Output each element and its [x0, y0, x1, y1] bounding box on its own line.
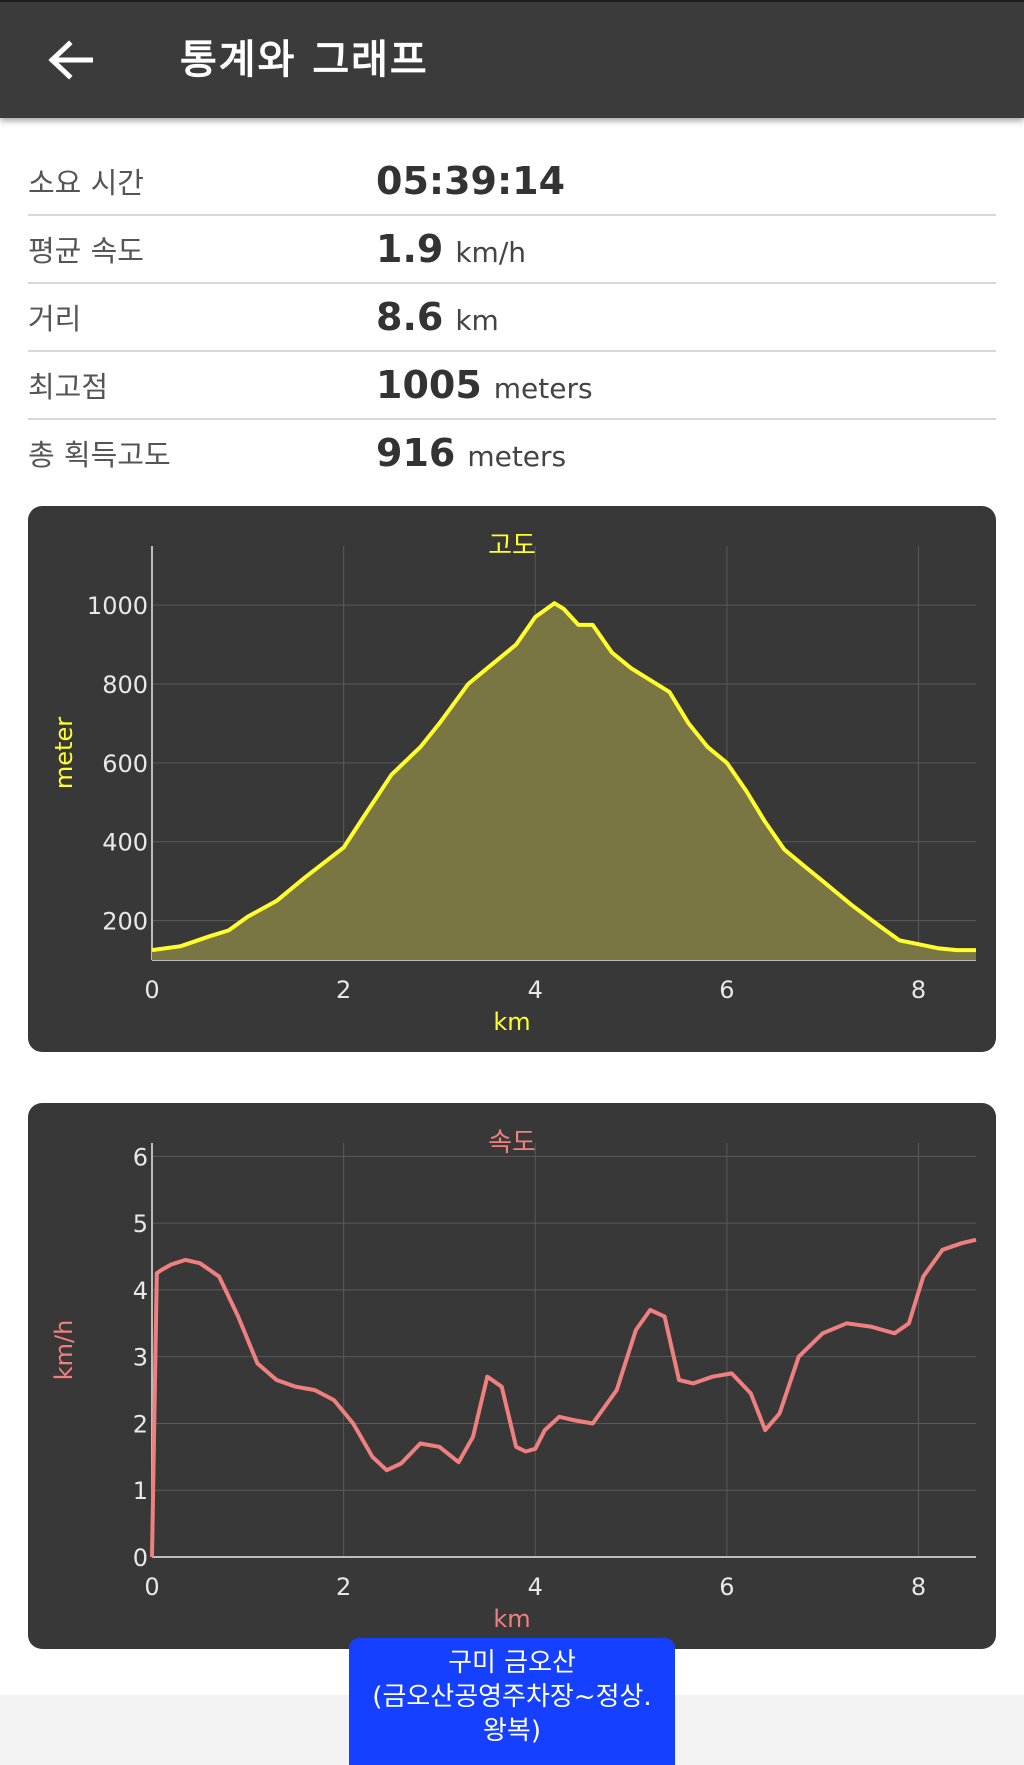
x-tick-label: 0 [144, 1573, 159, 1601]
arrow-left-icon [48, 40, 93, 80]
chart-title: 고도 [488, 531, 536, 561]
stat-unit: km [455, 304, 499, 337]
y-tick-label: 600 [102, 750, 148, 778]
stat-row-highest-point: 최고점 1005 meters [28, 352, 996, 420]
x-tick-label: 0 [144, 976, 159, 1004]
y-tick-label: 0 [133, 1544, 148, 1572]
stat-unit: meters [493, 372, 593, 405]
stat-value: 1.9 [376, 227, 444, 271]
y-tick-label: 3 [133, 1344, 148, 1372]
y-tick-label: 400 [102, 829, 148, 857]
chart-title: 속도 [488, 1128, 536, 1158]
y-tick-label: 1000 [87, 592, 148, 620]
y-tick-label: 800 [102, 671, 148, 699]
stat-value: 1005 [376, 363, 482, 407]
status-strip [0, 0, 1024, 2]
toast-line: 구미 금오산 [448, 1648, 576, 1678]
back-button[interactable] [28, 24, 112, 96]
x-axis-label: km [493, 1008, 530, 1036]
app-bar: 통계와 그래프 [0, 2, 1024, 118]
x-tick-label: 2 [336, 1573, 351, 1601]
x-tick-label: 6 [719, 1573, 734, 1601]
stat-row-duration: 소요 시간 05:39:14 [28, 148, 996, 216]
x-tick-label: 2 [336, 976, 351, 1004]
stat-label: 평균 속도 [28, 234, 144, 268]
elevation-chart-card: 0 2 4 6 8 200 400 600 800 1000 고도 km meter [28, 506, 996, 1052]
toast-line: 왕복) [483, 1716, 541, 1746]
y-axis-label: km/h [50, 1320, 78, 1381]
stat-label: 소요 시간 [28, 166, 144, 200]
x-tick-label: 6 [719, 976, 734, 1004]
stat-label: 거리 [28, 302, 82, 336]
series-line [151, 601, 976, 953]
stat-unit: meters [467, 440, 567, 473]
series-area [152, 603, 976, 960]
route-name-toast: 구미 금오산 (금오산공영주차장~정상. 왕복) [349, 1638, 675, 1765]
stat-label: 최고점 [28, 370, 109, 404]
x-tick-label: 4 [528, 976, 543, 1004]
y-tick-label: 2 [133, 1410, 148, 1438]
stat-value: 916 [376, 431, 456, 475]
x-tick-label: 4 [528, 1573, 543, 1601]
series-line [150, 1237, 977, 1558]
x-tick-label: 8 [911, 976, 926, 1004]
speed-chart-card: 0 2 4 6 8 0 1 2 3 4 5 6 속도 km km/h [28, 1103, 996, 1649]
stat-value: 8.6 [376, 295, 444, 339]
y-tick-label: 4 [133, 1277, 148, 1305]
stat-row-elevation-gain: 총 획득고도 916 meters [28, 420, 996, 486]
stat-value: 05:39:14 [376, 159, 566, 203]
stat-label: 총 획득고도 [28, 438, 171, 472]
page-title: 통계와 그래프 [180, 37, 429, 83]
x-axis-label: km [493, 1605, 530, 1633]
stat-unit: km/h [455, 236, 526, 269]
toast-line: (금오산공영주차장~정상. [372, 1682, 652, 1712]
stat-row-avg-speed: 평균 속도 1.9 km/h [28, 216, 996, 284]
y-tick-label: 200 [102, 908, 148, 936]
y-tick-label: 1 [133, 1477, 148, 1505]
y-tick-label: 6 [133, 1143, 148, 1171]
y-axis-label: meter [50, 717, 78, 789]
stat-row-distance: 거리 8.6 km [28, 284, 996, 352]
stats-table: 소요 시간 05:39:14 평균 속도 1.9 km/h 거리 8.6 km 최고… [28, 148, 996, 486]
x-tick-label: 8 [911, 1573, 926, 1601]
y-tick-label: 5 [133, 1210, 148, 1238]
elevation-chart: 0 2 4 6 8 200 400 600 800 1000 고도 km meter [50, 531, 976, 1036]
speed-chart: 0 2 4 6 8 0 1 2 3 4 5 6 속도 km km/h [50, 1128, 977, 1633]
